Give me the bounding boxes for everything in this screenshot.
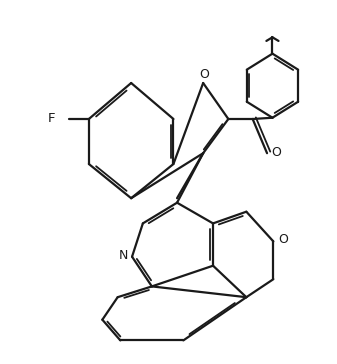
Text: N: N xyxy=(119,249,128,262)
Text: O: O xyxy=(272,146,281,159)
Text: F: F xyxy=(47,112,55,126)
Text: O: O xyxy=(199,68,209,82)
Text: O: O xyxy=(278,233,288,246)
